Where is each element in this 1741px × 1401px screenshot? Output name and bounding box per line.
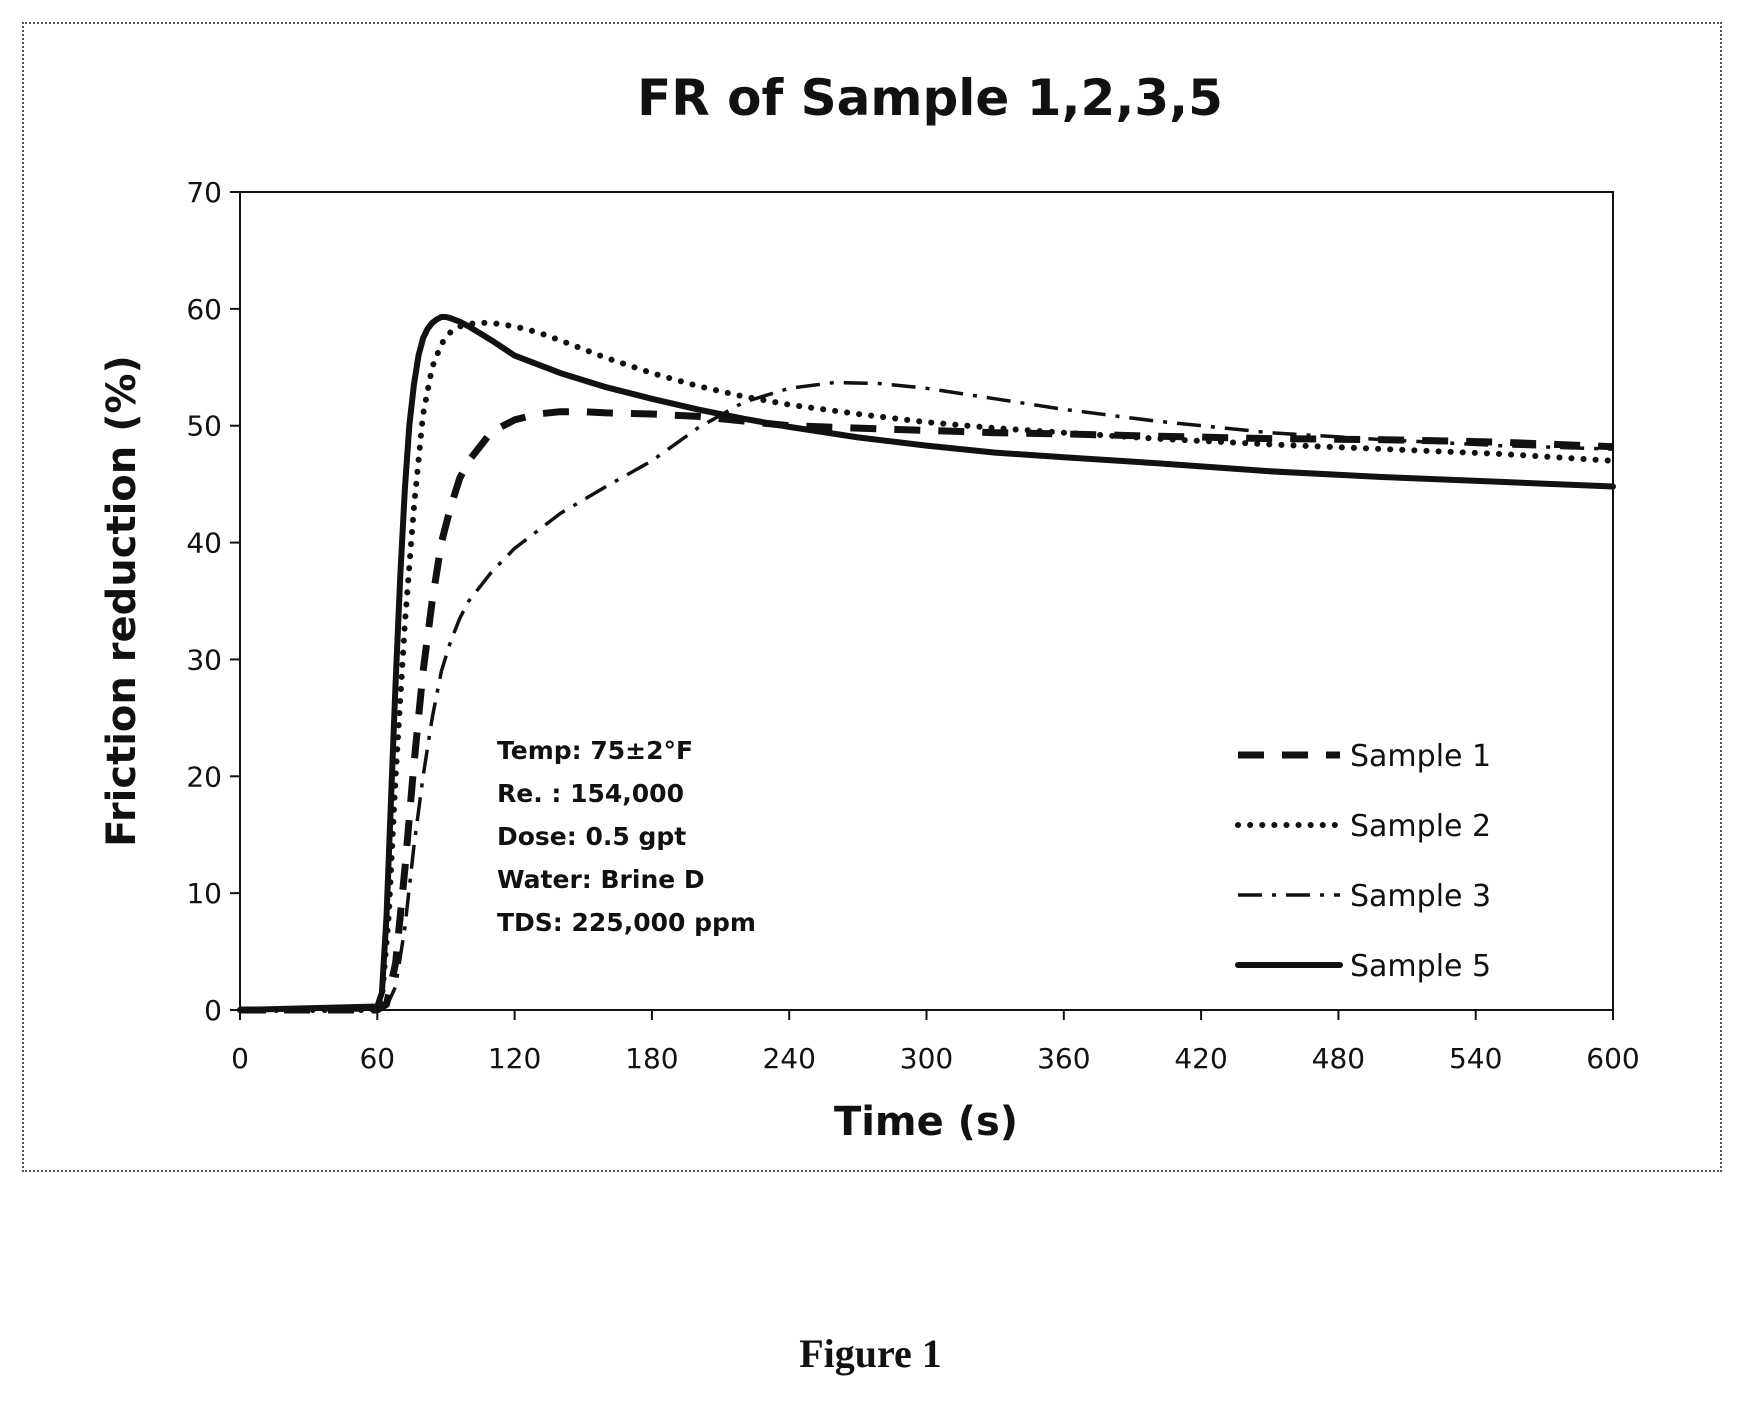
annotation-line: TDS: 225,000 ppm xyxy=(497,908,756,937)
y-tick-label: 20 xyxy=(186,760,222,793)
x-tick-label: 600 xyxy=(1586,1042,1639,1075)
x-tick-label: 240 xyxy=(762,1042,815,1075)
x-axis-title: Time (s) xyxy=(834,1099,1018,1145)
y-axis-title: Friction reduction (%) xyxy=(99,355,145,847)
figure-caption: Figure 1 xyxy=(799,1331,942,1376)
annotation-line: Temp: 75±2°F xyxy=(497,736,693,765)
chart-title: FR of Sample 1,2,3,5 xyxy=(637,69,1223,127)
x-tick-label: 0 xyxy=(231,1042,249,1075)
y-tick-label: 40 xyxy=(186,527,222,560)
y-tick-label: 0 xyxy=(204,994,222,1027)
annotation-line: Water: Brine D xyxy=(497,865,705,894)
annotation-line: Dose: 0.5 gpt xyxy=(497,822,686,851)
legend-label: Sample 1 xyxy=(1350,739,1491,774)
x-tick-label: 360 xyxy=(1037,1042,1090,1075)
annotation-line: Re. : 154,000 xyxy=(497,779,684,808)
legend-label: Sample 5 xyxy=(1350,949,1491,984)
legend-label: Sample 2 xyxy=(1350,809,1491,844)
chart-svg: FR of Sample 1,2,3,5 0 10 20 30 40 50 60 70 0 60… xyxy=(99,69,1640,1145)
series-line-sample-3 xyxy=(240,380,1614,1012)
series-lines xyxy=(237,314,1616,1014)
x-tick-label: 420 xyxy=(1174,1042,1227,1075)
y-tick-label: 60 xyxy=(186,293,222,326)
x-tick-label: 300 xyxy=(900,1042,953,1075)
x-axis-ticks: 0 60 120 180 240 300 360 420 480 540 600 xyxy=(231,1010,1640,1075)
chart-frame xyxy=(22,22,1722,1172)
x-tick-label: 120 xyxy=(488,1042,541,1075)
series-line-sample-1 xyxy=(240,408,1614,1014)
legend: Sample 1 Sample 2 Sample 3 Sample 5 xyxy=(1235,739,1491,984)
conditions-annotation: Temp: 75±2°F Re. : 154,000 Dose: 0.5 gpt Wa… xyxy=(497,736,756,937)
y-axis-ticks: 0 10 20 30 40 50 60 70 xyxy=(186,176,240,1027)
x-tick-label: 540 xyxy=(1449,1042,1502,1075)
y-tick-label: 70 xyxy=(186,176,222,209)
y-tick-label: 50 xyxy=(186,410,222,443)
legend-label: Sample 3 xyxy=(1350,879,1491,914)
x-tick-label: 60 xyxy=(359,1042,395,1075)
series-line-sample-2 xyxy=(237,319,1616,1013)
y-tick-label: 30 xyxy=(186,643,222,676)
x-tick-label: 480 xyxy=(1312,1042,1365,1075)
series-line-sample-5 xyxy=(237,314,1616,1013)
x-tick-label: 180 xyxy=(625,1042,678,1075)
y-tick-label: 10 xyxy=(186,877,222,910)
